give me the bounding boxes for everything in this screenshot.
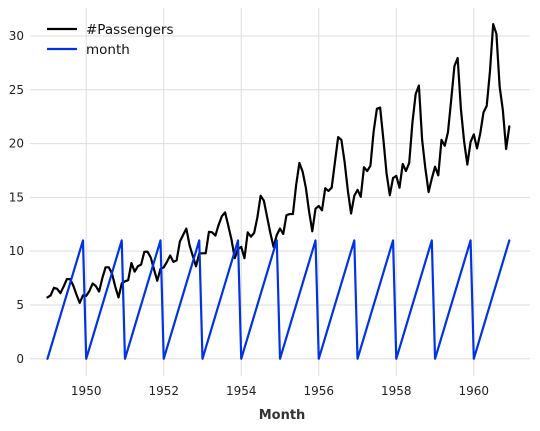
y-tick-label: 15 (9, 190, 24, 204)
y-tick-label: 0 (16, 352, 24, 366)
y-tick-label: 10 (9, 244, 24, 258)
legend: #Passengers month (47, 22, 174, 58)
series-layer (46, 23, 511, 360)
x-axis-label: Month (259, 408, 306, 423)
legend-label-passengers: #Passengers (86, 22, 174, 38)
x-tick-label: 1958 (381, 384, 412, 398)
x-tick-label: 1950 (71, 384, 102, 398)
x-tick-label: 1956 (303, 384, 334, 398)
x-tick-label: 1954 (226, 384, 257, 398)
y-tick-label: 25 (9, 83, 24, 97)
x-axis-ticks: 1950 1952 1954 1956 1958 1960 (71, 384, 489, 398)
y-axis-ticks: 0 5 10 15 20 25 30 (9, 29, 24, 366)
series-line-passengers (46, 23, 511, 304)
y-tick-label: 5 (16, 298, 24, 312)
grid (30, 8, 530, 376)
x-tick-label: 1960 (459, 384, 490, 398)
y-tick-label: 20 (9, 137, 24, 151)
x-tick-label: 1952 (148, 384, 179, 398)
y-tick-label: 30 (9, 29, 24, 43)
legend-label-month: month (86, 42, 130, 58)
series-line-month (46, 239, 511, 360)
